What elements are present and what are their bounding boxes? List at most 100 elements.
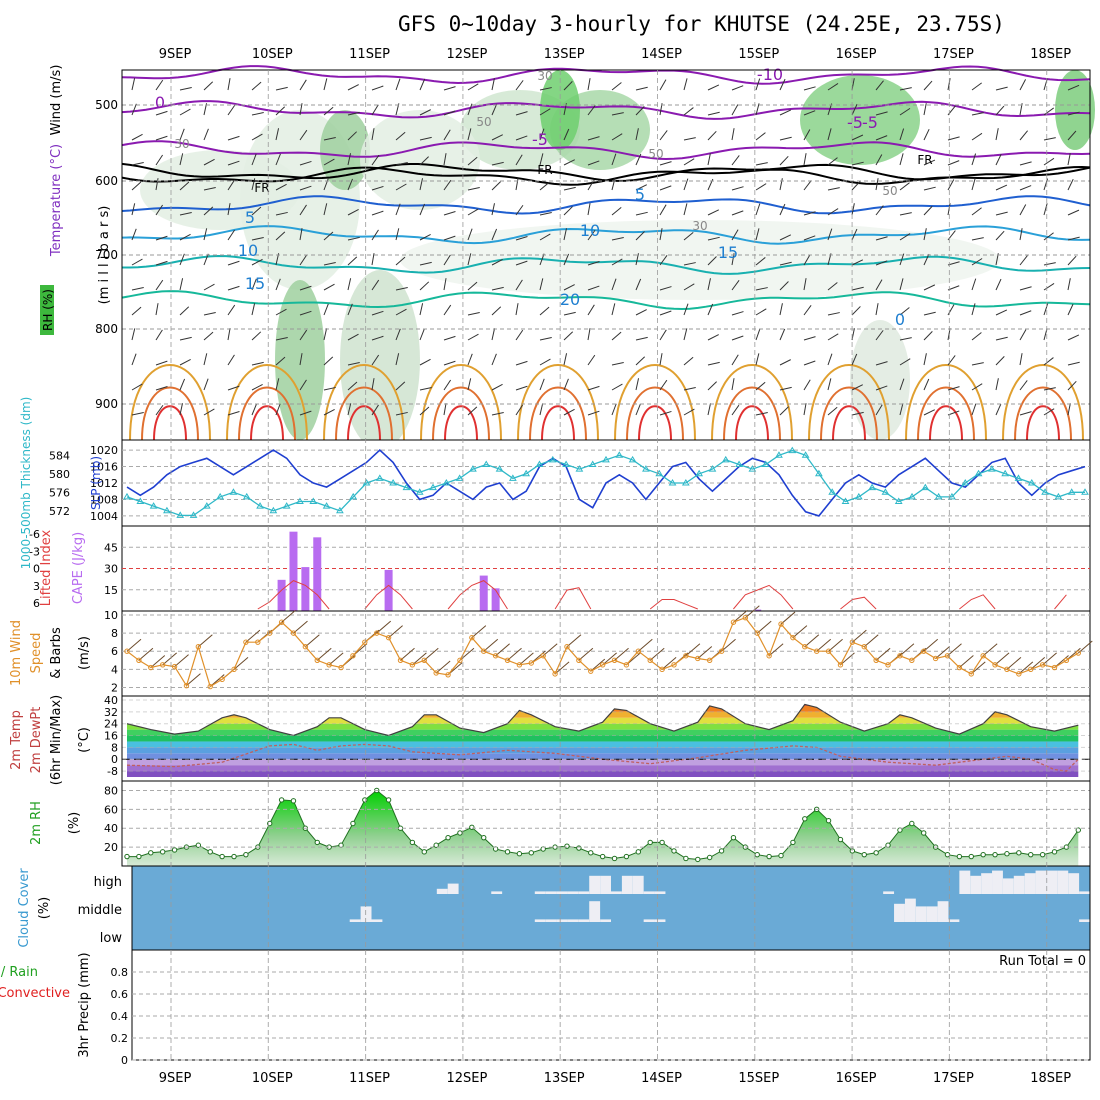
wind-barb: [899, 87, 912, 91]
wind-barb: [947, 386, 960, 391]
wind-barb: [323, 386, 336, 391]
wind-barb: [491, 228, 498, 241]
wind-barb: [251, 236, 264, 241]
contour-label: -10: [757, 65, 783, 84]
wind-barb: [347, 236, 360, 241]
wind-barb: [1019, 286, 1032, 291]
wind-barb: [395, 162, 408, 166]
wind-barb: [227, 285, 240, 291]
cloud-bar: [1046, 870, 1058, 894]
thickness-point: [469, 465, 477, 472]
wind-barb: [131, 287, 144, 291]
temp-unit: (°C): [77, 727, 92, 753]
rh-point: [504, 849, 511, 855]
rh-unit: (%): [67, 812, 82, 835]
wind-barb: [395, 411, 408, 416]
rh-point: [421, 849, 427, 855]
wind-barb: [131, 161, 144, 166]
temperature-legend: Temperature (°C): [49, 144, 64, 257]
rh-point: [576, 845, 582, 851]
wind-barb: [251, 133, 263, 141]
wind-barb: [875, 279, 883, 291]
wind-barb: [467, 83, 479, 91]
wind-barb: [923, 80, 933, 91]
wind-speed-point: [1004, 666, 1010, 673]
wind-barb: [395, 78, 401, 91]
wind-barb: [970, 661, 986, 675]
rh-panel: 80 60 40 20 2m RH (%): [29, 780, 1091, 867]
wind-barb: [299, 329, 308, 341]
wind-barb: [323, 261, 336, 266]
lifted-index-line: [257, 580, 1067, 610]
cloud-bar: [654, 891, 666, 894]
thickness-point: [828, 488, 837, 495]
wind-barb: [779, 359, 791, 366]
wind-barb: [707, 130, 717, 141]
wind-barb: [611, 178, 616, 191]
wind-barb: [131, 306, 142, 316]
wind-speed-point: [825, 648, 832, 654]
wind-barb: [971, 82, 982, 91]
wind-barb: [227, 354, 235, 366]
wind-barb: [227, 179, 235, 191]
wind-barb: [803, 86, 816, 91]
wind-barb: [395, 183, 407, 191]
cloud-bar: [894, 903, 905, 922]
wind-barb: [275, 106, 286, 116]
precip-tick: 0: [121, 1054, 128, 1067]
temperature-contour: [1002, 364, 1084, 441]
wind-barb: [1067, 153, 1071, 166]
wind-barb: [347, 403, 352, 416]
wind-barb: [899, 278, 904, 291]
contour-label: FR: [917, 153, 932, 167]
wind-barb: [491, 353, 497, 366]
wind-barb: [419, 78, 426, 91]
wind-barb: [899, 358, 911, 366]
wind-barb: [179, 278, 184, 291]
wind-barb: [563, 353, 568, 366]
wind-barb: [347, 208, 359, 216]
thickness-point: [881, 488, 890, 495]
contour-label: FR: [537, 163, 552, 177]
temperature-contour: [917, 386, 975, 441]
cloud-bar: [545, 919, 557, 922]
wind-speed-point: [790, 634, 796, 641]
thickness-point: [708, 465, 717, 472]
li-tick: 0: [33, 563, 40, 576]
wind-barb: [779, 234, 792, 241]
temperature-contour: [238, 386, 296, 441]
rh-tick: 60: [104, 803, 118, 816]
wind-barb: [323, 356, 334, 366]
contour-label: 0: [155, 93, 165, 112]
temperature-contour: [420, 364, 502, 441]
wind-barb: [299, 410, 312, 416]
wind-barb: [515, 404, 524, 416]
wind-barb: [851, 180, 861, 191]
thickness-point: [615, 451, 624, 458]
wind-barb: [539, 87, 552, 91]
wind-barb: [467, 253, 472, 266]
wind-barb: [707, 256, 717, 266]
wind-barb: [659, 379, 668, 391]
wind-barb: [1043, 157, 1055, 166]
wind-barb: [203, 81, 214, 91]
thickness-point: [948, 492, 956, 500]
wind-barb: [174, 654, 189, 668]
thickness-point: [375, 474, 384, 481]
wind-barb: [198, 634, 213, 648]
wind-barb: [395, 203, 401, 216]
wind-speed-point: [385, 634, 392, 641]
thickness-point: [1001, 469, 1010, 477]
wind-barb: [227, 260, 240, 266]
wind-barb: [803, 110, 816, 116]
li-label: Lifted Index: [39, 529, 54, 606]
wind-barb: [635, 184, 647, 191]
wind-barb: [131, 228, 137, 241]
li-tick: -6: [29, 528, 40, 541]
wind-barb: [587, 229, 596, 241]
cloud-bar: [904, 898, 916, 922]
cloud-bar: [600, 875, 611, 894]
wind-barb: [683, 203, 688, 216]
wind-barb: [1043, 107, 1055, 116]
thickness-point: [628, 455, 637, 463]
